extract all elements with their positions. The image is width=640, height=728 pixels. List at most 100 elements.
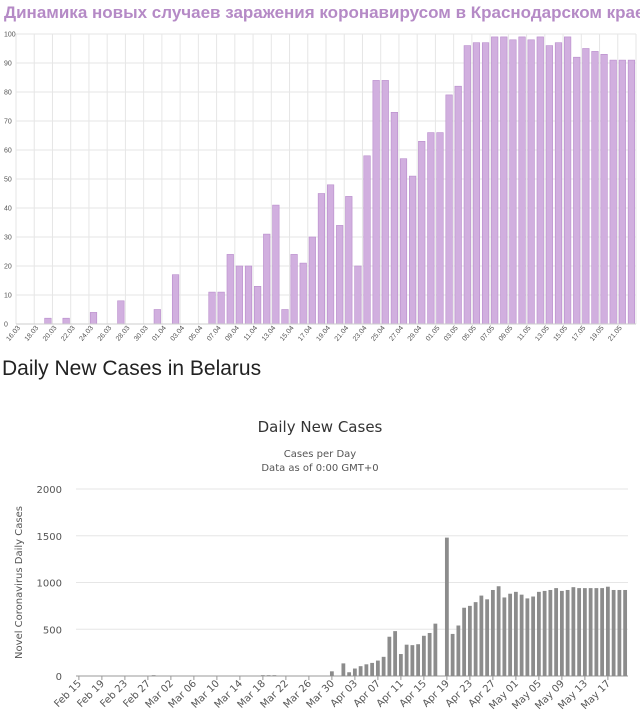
x-tick-label: 03.05	[443, 325, 460, 343]
bar	[352, 668, 357, 676]
bar	[454, 85, 462, 325]
bar	[254, 285, 262, 325]
bar	[472, 42, 481, 325]
y-tick-label: 70	[4, 119, 12, 126]
bar	[341, 663, 346, 676]
bar	[416, 644, 421, 676]
bar	[393, 631, 398, 676]
y-tick-label: 500	[43, 625, 62, 636]
bar	[496, 586, 501, 676]
bar	[390, 112, 398, 325]
y-tick-label: 60	[4, 148, 12, 155]
x-tick-label: 25.04	[370, 325, 387, 343]
x-tick-label: 07.04	[206, 325, 223, 343]
x-tick-label: 18.03	[24, 325, 41, 343]
x-tick-label: 01.04	[151, 325, 168, 343]
bar	[399, 158, 408, 325]
y-tick-label: 0	[56, 672, 62, 683]
y-tick-label: 20	[4, 264, 12, 271]
x-tick-label: 11.04	[243, 325, 259, 343]
bar	[623, 589, 628, 676]
bar	[531, 596, 536, 676]
x-tick-label: 01.05	[425, 325, 442, 343]
bar	[345, 196, 353, 325]
bar	[462, 607, 467, 676]
chart2-note: Data as of 0:00 GMT+0	[261, 463, 378, 474]
bar	[266, 675, 271, 676]
bar	[354, 265, 362, 325]
bar	[263, 233, 271, 325]
bar	[519, 594, 524, 676]
y-tick-label: 50	[4, 177, 12, 184]
bar	[564, 36, 572, 325]
bar	[542, 590, 547, 676]
bar	[573, 56, 581, 325]
x-tick-label: 19.04	[315, 325, 332, 343]
y-tick-label: 100	[4, 32, 16, 39]
x-tick-label: 17.05	[571, 325, 588, 343]
bar	[565, 589, 570, 676]
bar	[217, 291, 225, 325]
bar	[363, 155, 371, 325]
bar	[308, 236, 316, 325]
y-tick-label: 30	[4, 235, 12, 242]
x-tick-label: 23.04	[352, 325, 369, 343]
bar	[582, 48, 590, 325]
x-tick-label: 26.03	[97, 325, 114, 343]
chart1-title: Динамика новых случаев заражения коронав…	[4, 3, 640, 22]
chart1-svg: 0 10 20 30 40 50 60 70 80 90 100 16.03 18.03 20.03 22.…	[4, 32, 637, 343]
bar	[536, 36, 544, 325]
bar	[600, 588, 605, 676]
bar	[509, 39, 517, 325]
bar	[171, 274, 180, 325]
x-tick-label: 15.05	[553, 325, 570, 343]
bar	[433, 623, 438, 676]
x-tick-label: 27.04	[388, 325, 405, 343]
bar	[427, 632, 432, 676]
bar	[208, 291, 216, 325]
x-tick-label: 15.04	[279, 325, 296, 343]
y-tick-label: 1000	[37, 579, 62, 590]
bar	[409, 175, 417, 325]
chart2-title: Daily New Cases	[258, 418, 383, 436]
x-tick-label: 13.05	[534, 325, 551, 343]
x-tick-label: 21.05	[607, 325, 624, 343]
bar	[548, 589, 553, 676]
bar	[490, 589, 495, 676]
bar	[375, 660, 380, 676]
bar	[502, 597, 507, 676]
bar	[545, 45, 553, 325]
bar	[554, 588, 559, 676]
x-tick-label: 30.03	[133, 325, 150, 343]
bar	[594, 588, 599, 676]
bar	[226, 254, 234, 325]
x-tick-label: 11.05	[516, 325, 532, 343]
y-tick-label: 40	[4, 206, 12, 213]
bar	[260, 675, 265, 676]
bar	[410, 645, 415, 676]
bar	[381, 80, 389, 325]
bar	[591, 51, 599, 325]
x-tick-label: 20.03	[42, 325, 59, 343]
bar	[559, 590, 564, 676]
bar	[370, 662, 375, 676]
x-tick-label: 22.03	[60, 325, 77, 343]
x-tick-label: 24.03	[78, 325, 95, 343]
x-tick-label: 05.04	[188, 325, 205, 343]
x-tick-label: 21.04	[334, 325, 351, 343]
bar	[372, 80, 380, 325]
x-tick-label: 07.05	[480, 325, 497, 343]
bar	[508, 593, 513, 676]
bar	[445, 94, 453, 325]
bar	[329, 671, 334, 676]
bar	[479, 595, 484, 676]
bar	[577, 588, 582, 676]
bar	[473, 602, 478, 676]
x-tick-label: 28.03	[115, 325, 132, 343]
section-title: Daily New Cases in Belarus	[2, 357, 262, 380]
bar	[358, 666, 363, 676]
bar	[525, 598, 530, 676]
bar	[582, 588, 587, 676]
bar	[571, 587, 576, 676]
bar	[627, 59, 636, 325]
